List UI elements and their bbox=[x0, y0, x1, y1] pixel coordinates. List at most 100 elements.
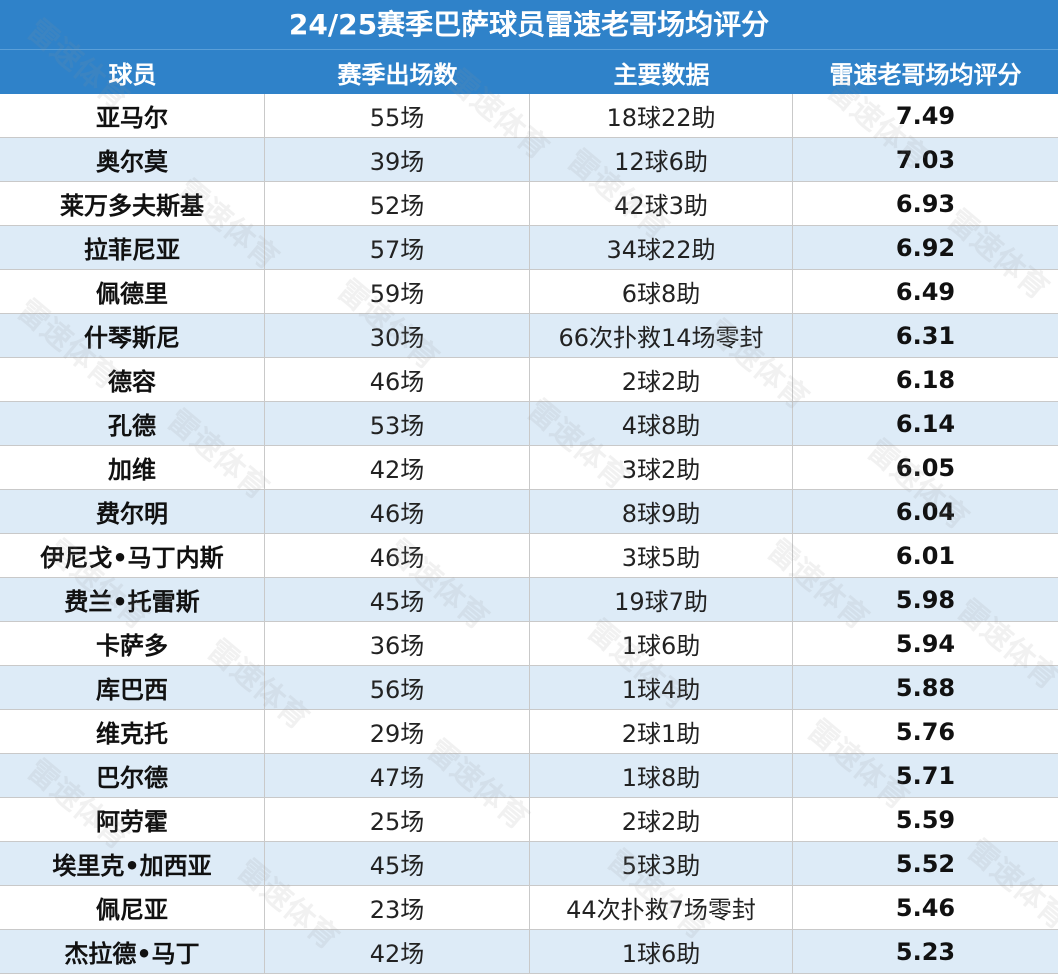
player-name-cell: 杰拉德•马丁 bbox=[0, 930, 265, 973]
table-row: 埃里克•加西亚 45场 5球3助 5.52 bbox=[0, 842, 1058, 886]
table-row: 孔德 53场 4球8助 6.14 bbox=[0, 402, 1058, 446]
key-stats-cell: 8球9助 bbox=[530, 490, 793, 533]
table-body: 亚马尔 55场 18球22助 7.49 奥尔莫 39场 12球6助 7.03 莱万多夫斯基 52场… bbox=[0, 94, 1058, 974]
table-row: 拉菲尼亚 57场 34球22助 6.92 bbox=[0, 226, 1058, 270]
appearances-cell: 45场 bbox=[265, 578, 530, 621]
appearances-cell: 47场 bbox=[265, 754, 530, 797]
appearances-cell: 56场 bbox=[265, 666, 530, 709]
table-row: 巴尔德 47场 1球8助 5.71 bbox=[0, 754, 1058, 798]
key-stats-cell: 66次扑救14场零封 bbox=[530, 314, 793, 357]
rating-cell: 5.23 bbox=[895, 937, 956, 966]
table-row: 费兰•托雷斯 45场 19球7助 5.98 bbox=[0, 578, 1058, 622]
appearances-cell: 52场 bbox=[265, 182, 530, 225]
appearances-cell: 39场 bbox=[265, 138, 530, 181]
player-name-cell: 费兰•托雷斯 bbox=[0, 578, 265, 621]
table-row: 什琴斯尼 30场 66次扑救14场零封 6.31 bbox=[0, 314, 1058, 358]
rating-cell: 5.88 bbox=[895, 673, 956, 702]
player-name-cell: 费尔明 bbox=[0, 490, 265, 533]
rating-cell: 7.03 bbox=[895, 145, 956, 174]
player-name-cell: 埃里克•加西亚 bbox=[0, 842, 265, 885]
rating-cell: 5.52 bbox=[895, 849, 956, 878]
key-stats-cell: 12球6助 bbox=[530, 138, 793, 181]
header-rating: 雷速老哥场均评分 bbox=[829, 60, 1022, 89]
rating-cell: 6.01 bbox=[895, 541, 956, 570]
rating-cell: 5.98 bbox=[895, 585, 956, 614]
key-stats-cell: 1球8助 bbox=[530, 754, 793, 797]
key-stats-cell: 4球8助 bbox=[530, 402, 793, 445]
rating-cell: 5.71 bbox=[895, 761, 956, 790]
player-name-cell: 库巴西 bbox=[0, 666, 265, 709]
key-stats-cell: 1球6助 bbox=[530, 622, 793, 665]
player-name-cell: 亚马尔 bbox=[0, 94, 265, 137]
appearances-cell: 23场 bbox=[265, 886, 530, 929]
rating-cell: 6.14 bbox=[895, 409, 956, 438]
appearances-cell: 25场 bbox=[265, 798, 530, 841]
rating-cell: 6.05 bbox=[895, 453, 956, 482]
rating-cell: 5.46 bbox=[895, 893, 956, 922]
rating-cell: 6.31 bbox=[895, 321, 956, 350]
table-row: 奥尔莫 39场 12球6助 7.03 bbox=[0, 138, 1058, 182]
table-row: 佩尼亚 23场 44次扑救7场零封 5.46 bbox=[0, 886, 1058, 930]
table-row: 费尔明 46场 8球9助 6.04 bbox=[0, 490, 1058, 534]
rating-cell: 6.04 bbox=[895, 497, 956, 526]
player-name-cell: 孔德 bbox=[0, 402, 265, 445]
rating-cell: 6.49 bbox=[895, 277, 956, 306]
key-stats-cell: 2球2助 bbox=[530, 798, 793, 841]
header-appearances: 赛季出场数 bbox=[337, 60, 458, 89]
rating-cell: 6.18 bbox=[895, 365, 956, 394]
appearances-cell: 46场 bbox=[265, 490, 530, 533]
player-name-cell: 莱万多夫斯基 bbox=[0, 182, 265, 225]
appearances-cell: 30场 bbox=[265, 314, 530, 357]
player-name-cell: 德容 bbox=[0, 358, 265, 401]
appearances-cell: 29场 bbox=[265, 710, 530, 753]
player-name-cell: 奥尔莫 bbox=[0, 138, 265, 181]
player-name-cell: 什琴斯尼 bbox=[0, 314, 265, 357]
key-stats-cell: 3球5助 bbox=[530, 534, 793, 577]
key-stats-cell: 18球22助 bbox=[530, 94, 793, 137]
player-name-cell: 卡萨多 bbox=[0, 622, 265, 665]
header-row: 球员 赛季出场数 主要数据 雷速老哥场均评分 bbox=[0, 49, 1058, 94]
table-row: 亚马尔 55场 18球22助 7.49 bbox=[0, 94, 1058, 138]
appearances-cell: 36场 bbox=[265, 622, 530, 665]
player-name-cell: 拉菲尼亚 bbox=[0, 226, 265, 269]
table-row: 库巴西 56场 1球4助 5.88 bbox=[0, 666, 1058, 710]
appearances-cell: 57场 bbox=[265, 226, 530, 269]
player-name-cell: 佩德里 bbox=[0, 270, 265, 313]
player-name-cell: 伊尼戈•马丁内斯 bbox=[0, 534, 265, 577]
rating-cell: 6.92 bbox=[895, 233, 956, 262]
player-name-cell: 巴尔德 bbox=[0, 754, 265, 797]
table-row: 德容 46场 2球2助 6.18 bbox=[0, 358, 1058, 402]
player-name-cell: 阿劳霍 bbox=[0, 798, 265, 841]
appearances-cell: 46场 bbox=[265, 358, 530, 401]
appearances-cell: 46场 bbox=[265, 534, 530, 577]
table-row: 阿劳霍 25场 2球2助 5.59 bbox=[0, 798, 1058, 842]
key-stats-cell: 42球3助 bbox=[530, 182, 793, 225]
player-name-cell: 维克托 bbox=[0, 710, 265, 753]
appearances-cell: 59场 bbox=[265, 270, 530, 313]
key-stats-cell: 5球3助 bbox=[530, 842, 793, 885]
table-row: 卡萨多 36场 1球6助 5.94 bbox=[0, 622, 1058, 666]
appearances-cell: 53场 bbox=[265, 402, 530, 445]
table-row: 莱万多夫斯基 52场 42球3助 6.93 bbox=[0, 182, 1058, 226]
key-stats-cell: 6球8助 bbox=[530, 270, 793, 313]
table-title: 24/25赛季巴萨球员雷速老哥场均评分 bbox=[0, 0, 1058, 49]
key-stats-cell: 44次扑救7场零封 bbox=[530, 886, 793, 929]
appearances-cell: 42场 bbox=[265, 930, 530, 973]
rating-cell: 7.49 bbox=[895, 101, 956, 130]
player-name-cell: 加维 bbox=[0, 446, 265, 489]
key-stats-cell: 2球2助 bbox=[530, 358, 793, 401]
table-row: 佩德里 59场 6球8助 6.49 bbox=[0, 270, 1058, 314]
appearances-cell: 45场 bbox=[265, 842, 530, 885]
key-stats-cell: 1球4助 bbox=[530, 666, 793, 709]
table-row: 加维 42场 3球2助 6.05 bbox=[0, 446, 1058, 490]
key-stats-cell: 2球1助 bbox=[530, 710, 793, 753]
player-name-cell: 佩尼亚 bbox=[0, 886, 265, 929]
header-key-stats: 主要数据 bbox=[613, 60, 710, 89]
table-row: 杰拉德•马丁 42场 1球6助 5.23 bbox=[0, 930, 1058, 974]
appearances-cell: 42场 bbox=[265, 446, 530, 489]
table-row: 伊尼戈•马丁内斯 46场 3球5助 6.01 bbox=[0, 534, 1058, 578]
appearances-cell: 55场 bbox=[265, 94, 530, 137]
key-stats-cell: 34球22助 bbox=[530, 226, 793, 269]
rating-cell: 6.93 bbox=[895, 189, 956, 218]
